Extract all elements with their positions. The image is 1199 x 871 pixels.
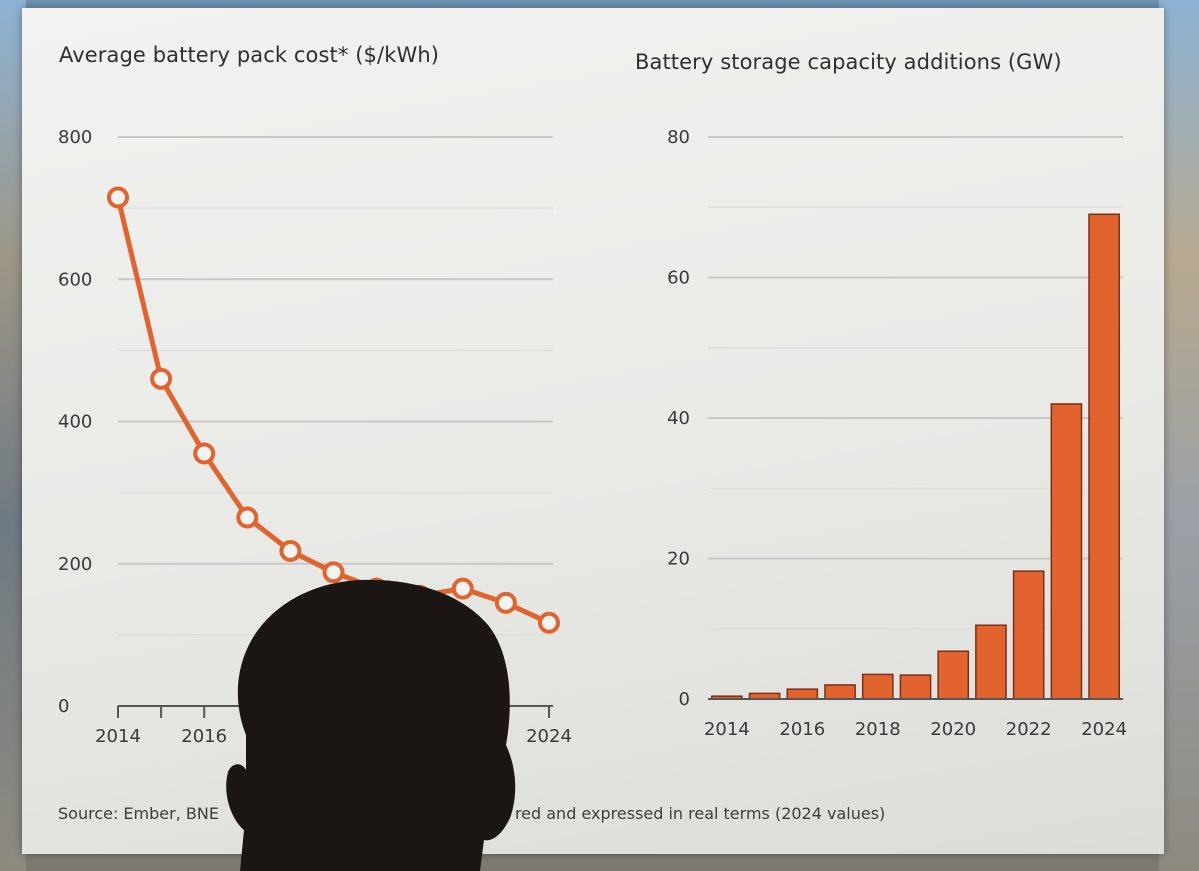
- cost-data-point: [107, 186, 129, 209]
- presentation-slide: Average battery pack cost* ($/kWh) Batte…: [22, 8, 1164, 854]
- source-note-left: Source: Ember, BNE: [58, 804, 219, 823]
- capacity-bar: [861, 673, 894, 700]
- cost-data-point: [236, 506, 259, 529]
- x-tick-label: 2024: [1081, 719, 1127, 740]
- capacity-bar: [1088, 213, 1120, 700]
- x-tick-label: 2016: [779, 719, 825, 740]
- capacity-bar: [1050, 403, 1083, 700]
- background-left: [0, 0, 26, 871]
- y-tick-label: 0: [679, 689, 690, 710]
- x-tick-label: 2024: [526, 726, 572, 747]
- x-tick-label: 2016: [181, 726, 227, 747]
- y-tick-label: 200: [58, 554, 92, 575]
- y-tick-label: 60: [667, 268, 690, 289]
- capacity-bar: [975, 624, 1007, 700]
- cost-data-point: [538, 611, 560, 634]
- capacity-bar: [937, 650, 970, 700]
- background-right: [1159, 0, 1199, 871]
- source-note-right: red and expressed in real terms (2024 va…: [514, 804, 886, 823]
- x-tick-label: 2014: [95, 726, 141, 747]
- capacity-bar: [824, 684, 856, 700]
- cost-data-point: [193, 442, 216, 465]
- x-tick-label: 2020: [930, 719, 976, 740]
- x-tick-label: 2022: [1006, 719, 1052, 740]
- y-tick-label: 40: [667, 408, 690, 429]
- capacity-bar: [899, 674, 932, 700]
- cost-data-point: [150, 367, 173, 390]
- x-tick-label: 2014: [704, 719, 750, 740]
- y-tick-label: 80: [667, 127, 690, 148]
- y-tick-label: 800: [58, 127, 92, 148]
- source-note: Source: Ember, BNE red and expressed in r…: [58, 804, 885, 823]
- cost-data-point: [279, 539, 302, 562]
- capacity-bar: [1012, 570, 1045, 700]
- line-chart-title: Average battery pack cost* ($/kWh): [59, 43, 440, 67]
- bar-chart-title: Battery storage capacity additions (GW): [635, 50, 1062, 74]
- y-tick-label: 600: [58, 269, 92, 290]
- y-tick-label: 20: [667, 549, 690, 570]
- y-tick-label: 400: [58, 412, 92, 433]
- x-tick-label: 2018: [855, 719, 901, 740]
- battery-storage-bar-chart: 0 20 40 60 80 2014 2016 2018 2020 2022 2024: [667, 127, 1127, 740]
- capacity-bar: [786, 688, 819, 700]
- y-tick-label: 0: [58, 696, 69, 717]
